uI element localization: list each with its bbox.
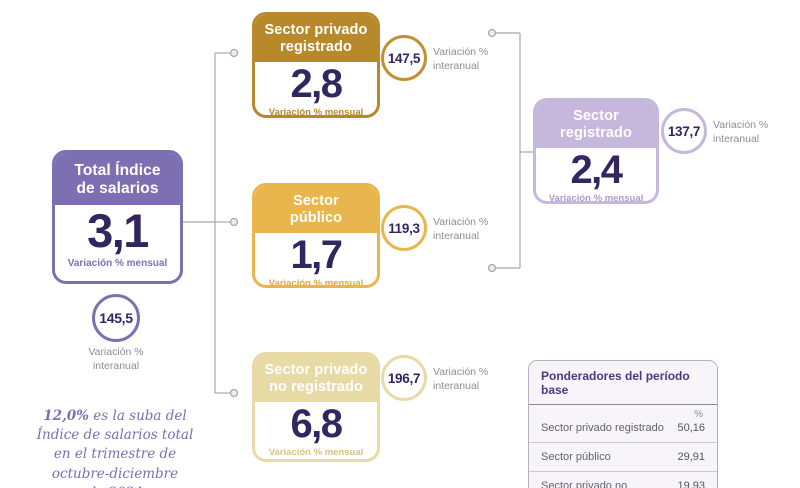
junction-dot (487, 28, 497, 38)
monthly-variation-label: Variación % mensual (67, 258, 168, 270)
card-sector-privado-no-registrado: Sector privado no registrado 6,8 Variaci… (252, 352, 380, 462)
card-sector-registrado: Sector registrado 2,4 Variación % mensua… (533, 98, 659, 204)
row-value: 50,16 (677, 422, 705, 434)
card-title: Sector público (255, 186, 377, 234)
junction-dot (229, 388, 239, 398)
row-label: Sector privado registrado (541, 422, 664, 434)
interannual-value: 137,7 (667, 123, 701, 139)
card-title: Sector privado no registrado (255, 355, 377, 403)
row-divider (529, 442, 717, 443)
interannual-ring-privado-registrado: 147,5 (381, 35, 427, 81)
interannual-value: 147,5 (387, 50, 421, 66)
row-value: 29,91 (677, 451, 705, 463)
card-title: Sector registrado (536, 101, 656, 149)
percent-column-header: % (694, 409, 703, 420)
row-label: Sector privado no registrado (541, 480, 628, 488)
monthly-variation-value: 1,7 (290, 233, 343, 278)
footnote-text: es la suba del Índice de salarios total … (36, 408, 194, 488)
junction-dot (229, 48, 239, 58)
interannual-label-privado-registrado: Variación % interanual (433, 46, 489, 72)
interannual-ring-publico: 119,3 (381, 205, 427, 251)
interannual-value: 145,5 (99, 310, 133, 326)
interannual-label-privado-no-registrado: Variación % interanual (433, 366, 489, 392)
monthly-variation-label: Variación % mensual (268, 447, 364, 459)
monthly-variation-value: 6,8 (290, 402, 343, 447)
interannual-ring-registrado: 137,7 (661, 108, 707, 154)
quarterly-footnote: 12,0% es la suba del Índice de salarios … (25, 388, 205, 488)
monthly-variation-value: 2,4 (570, 148, 623, 193)
table-row: Sector privado registrado 50,16 (529, 420, 717, 442)
interannual-label-registrado: Variación % interanual (713, 119, 769, 145)
card-title: Total Índice de salarios (55, 153, 180, 205)
card-sector-privado-registrado: Sector privado registrado 2,8 Variación … (252, 12, 380, 118)
table-title: Ponderadores del período base (529, 361, 717, 405)
monthly-variation-label: Variación % mensual (268, 107, 364, 118)
monthly-variation-label: Variación % mensual (548, 193, 644, 204)
interannual-label-publico: Variación % interanual (433, 216, 489, 242)
monthly-variation-value: 3,1 (87, 203, 149, 257)
monthly-variation-value: 2,8 (290, 62, 343, 107)
interannual-ring-total: 145,5 (92, 294, 140, 342)
interannual-label-total: Variación % interanual (88, 346, 144, 372)
footnote-highlight: 12,0% (43, 408, 89, 425)
interannual-value: 119,3 (388, 220, 420, 236)
ponderadores-table: Ponderadores del período base % Sector p… (528, 360, 718, 488)
card-total-indice-salarios: Total Índice de salarios 3,1 Variación %… (52, 150, 183, 284)
table-row: Sector público 29,91 (529, 443, 717, 471)
table-row: Sector privado no registrado 19,93 (529, 472, 717, 488)
row-value: 19,93 (677, 480, 705, 488)
card-sector-publico: Sector público 1,7 Variación % mensual (252, 183, 380, 288)
row-divider (529, 471, 717, 472)
junction-dot (487, 263, 497, 273)
interannual-value: 196,7 (387, 370, 421, 386)
card-title: Sector privado registrado (255, 15, 377, 63)
junction-dot (229, 217, 239, 227)
monthly-variation-label: Variación % mensual (268, 278, 364, 288)
row-label: Sector público (541, 451, 611, 463)
interannual-ring-privado-no-registrado: 196,7 (381, 355, 427, 401)
